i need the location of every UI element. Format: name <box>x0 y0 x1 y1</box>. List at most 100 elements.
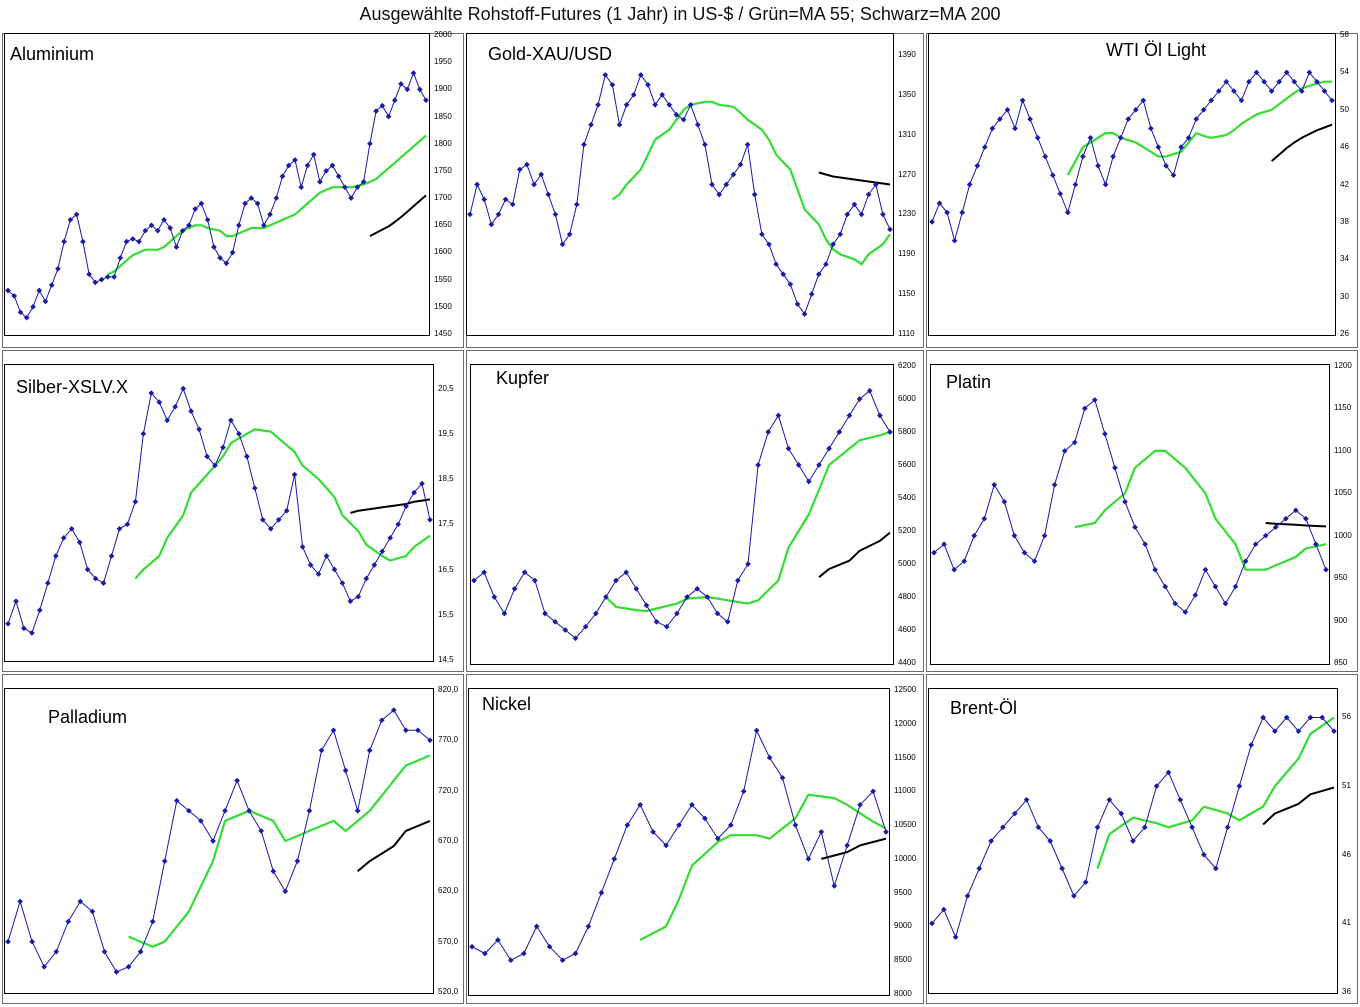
y-tick-label: 1270 <box>898 169 916 179</box>
y-tick-label: 11500 <box>894 752 916 762</box>
price-point <box>1095 162 1101 169</box>
price-point <box>282 888 289 895</box>
price-line <box>931 717 1335 938</box>
price-point <box>173 797 180 804</box>
price-point <box>1329 97 1335 104</box>
price-point <box>846 412 853 419</box>
price-point <box>5 938 11 945</box>
price-point <box>1091 397 1098 403</box>
price-point <box>653 618 660 625</box>
y-tick-label: 770,0 <box>438 735 459 745</box>
ma55-line <box>134 428 431 580</box>
price-line <box>473 390 891 639</box>
price-point <box>737 161 744 168</box>
price-point <box>212 462 218 469</box>
price-point <box>509 201 516 208</box>
price-point <box>385 113 392 120</box>
price-point <box>149 918 156 925</box>
price-point <box>572 950 579 957</box>
price-point <box>223 260 230 267</box>
price-point <box>495 211 502 218</box>
plot-area-silber-xslv-x <box>4 364 434 662</box>
price-point <box>951 566 957 573</box>
ma200-line <box>1262 786 1335 826</box>
price-point <box>273 195 280 201</box>
price-point <box>857 801 863 808</box>
price-point <box>572 635 579 642</box>
price-point <box>1041 532 1048 539</box>
price-point <box>116 525 123 532</box>
price-point <box>52 553 59 559</box>
price-point <box>988 838 994 844</box>
price-point <box>1291 78 1298 85</box>
price-point <box>1170 172 1177 179</box>
price-point <box>766 754 773 761</box>
y-tick-label: 670,0 <box>438 836 459 845</box>
price-point <box>795 462 802 468</box>
price-point <box>1182 609 1189 615</box>
price-point <box>1057 190 1064 197</box>
price-point <box>335 173 342 180</box>
y-tick-label: 1450 <box>434 329 452 338</box>
plot-area-gold-xau-usd <box>466 33 894 336</box>
price-point <box>542 610 548 617</box>
price-point <box>1051 481 1058 488</box>
ma55-line <box>107 134 427 276</box>
price-point <box>766 241 772 248</box>
price-point <box>315 571 322 577</box>
price-point <box>1064 209 1071 216</box>
price-point <box>474 181 480 188</box>
price-point <box>981 515 988 522</box>
price-point <box>1152 566 1158 573</box>
price-point <box>1071 439 1078 446</box>
y-tick-label: 1500 <box>434 301 452 311</box>
y-tick-label: 570,0 <box>438 936 459 946</box>
price-point <box>180 385 187 392</box>
price-point <box>228 417 234 424</box>
price-point <box>1185 134 1192 141</box>
price-point <box>404 86 411 93</box>
price-point <box>511 585 518 592</box>
price-point <box>872 181 879 188</box>
chart-title: Aluminium <box>10 44 95 64</box>
price-point <box>379 548 386 555</box>
price-point <box>211 244 217 250</box>
price-point <box>830 241 836 248</box>
price-point <box>623 569 630 576</box>
chart-title: Kupfer <box>496 368 550 388</box>
y-tick-label: 1700 <box>434 193 452 203</box>
price-point <box>694 585 701 592</box>
price-point <box>652 101 658 108</box>
y-tick-label: 4400 <box>898 658 916 667</box>
price-point <box>67 216 74 223</box>
price-point <box>23 314 30 321</box>
price-point <box>724 618 731 625</box>
price-point <box>1272 728 1278 735</box>
y-tick-label: 9000 <box>894 921 912 931</box>
price-point <box>723 181 730 188</box>
price-point <box>186 807 192 814</box>
plot-area-kupfer <box>470 364 894 665</box>
price-point <box>1110 153 1116 160</box>
y-tick-label: 1350 <box>898 89 916 99</box>
ma55-line <box>605 430 891 613</box>
price-point <box>495 937 501 943</box>
price-point <box>192 206 199 212</box>
price-point <box>367 140 373 147</box>
price-point <box>1027 116 1033 122</box>
price-point <box>858 211 865 218</box>
price-point <box>1118 810 1125 817</box>
price-point <box>395 521 402 528</box>
price-point <box>952 934 959 940</box>
price-point <box>966 181 973 188</box>
price-point <box>818 829 825 835</box>
price-point <box>154 227 161 234</box>
price-point <box>427 516 433 523</box>
price-point <box>234 777 240 784</box>
ma200-line <box>357 819 431 872</box>
y-tick-label: 12000 <box>894 718 917 728</box>
price-point <box>1208 97 1215 104</box>
y-tick-label: 8500 <box>894 955 912 965</box>
